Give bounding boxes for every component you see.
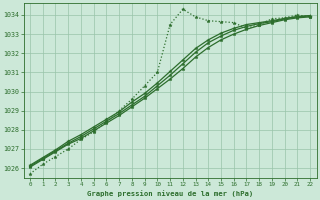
- X-axis label: Graphe pression niveau de la mer (hPa): Graphe pression niveau de la mer (hPa): [87, 190, 253, 197]
